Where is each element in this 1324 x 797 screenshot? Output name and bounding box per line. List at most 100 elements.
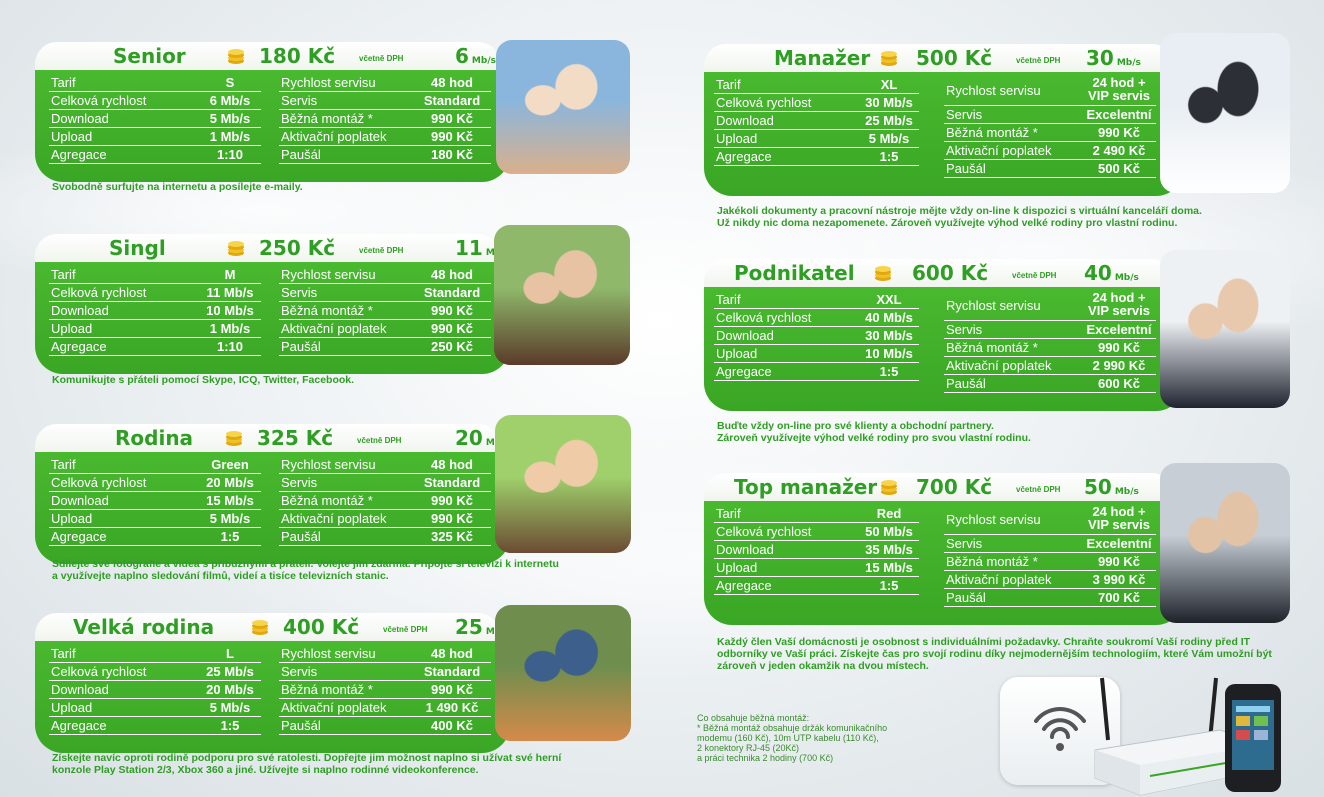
- row-label: Celková rychlost: [51, 93, 147, 108]
- table-row: Download 30 Mb/s: [714, 327, 919, 345]
- table-row: Agregace 1:5: [714, 148, 919, 166]
- table-row: Běžná montáž * 990 Kč: [944, 553, 1156, 571]
- coin-stack-icon-wrap: [880, 478, 898, 496]
- plan-price: 325 Kč: [257, 426, 334, 450]
- table-row: Celková rychlost 25 Mb/s: [49, 663, 261, 681]
- row-label: Běžná montáž *: [281, 111, 373, 126]
- plan-card: Manažer 500 Kč včetně DPH 30 Mb/s Tarif XL Celk…: [704, 44, 1304, 196]
- row-value: Red: [876, 506, 902, 521]
- table-row: Aktivační poplatek 990 Kč: [279, 510, 491, 528]
- row-value: 24 hod + VIP servis: [1088, 290, 1150, 318]
- speed-value: 25: [455, 615, 483, 639]
- row-value: 3 990 Kč: [1092, 572, 1146, 587]
- speed-value: 40: [1084, 261, 1112, 285]
- table-row: Tarif Green: [49, 456, 261, 474]
- row-value: 11 Mb/s: [206, 285, 254, 300]
- coin-stack-icon: [228, 49, 244, 64]
- row-label: Paušál: [281, 339, 321, 354]
- row-label: Tarif: [716, 506, 741, 521]
- row-label: Aktivační poplatek: [281, 321, 387, 336]
- plan-description: Jakékoli dokumenty a pracovní nástroje m…: [717, 205, 1202, 229]
- table-row: Upload 5 Mb/s: [49, 699, 261, 717]
- plan-header: Senior 180 Kč včetně DPH 6 Mb/s: [35, 42, 500, 70]
- row-value: 990 Kč: [431, 682, 473, 697]
- row-label: Rychlost servisu: [946, 83, 1041, 98]
- row-label: Aktivační poplatek: [281, 511, 387, 526]
- row-value: 1:10: [216, 147, 244, 162]
- table-row: Download 35 Mb/s: [714, 541, 919, 559]
- row-label: Rychlost servisu: [946, 298, 1041, 313]
- row-value: 500 Kč: [1098, 161, 1140, 176]
- row-value: S: [225, 75, 235, 90]
- plan-name: Senior: [113, 44, 186, 68]
- table-row: Celková rychlost 30 Mb/s: [714, 94, 919, 112]
- plan-speed: 30 Mb/s: [1086, 46, 1141, 70]
- table-row: Upload 5 Mb/s: [714, 130, 919, 148]
- row-label: Servis: [281, 475, 318, 490]
- row-value: 700 Kč: [1098, 590, 1140, 605]
- table-row: Paušál 325 Kč: [279, 528, 491, 546]
- row-value: 990 Kč: [1098, 554, 1140, 569]
- plan-price: 250 Kč: [259, 236, 336, 260]
- row-value: Green: [211, 457, 249, 472]
- table-row: Paušál 600 Kč: [944, 375, 1156, 393]
- vat-note: včetně DPH: [359, 246, 404, 255]
- row-label: Servis: [946, 107, 983, 122]
- table-row: Aktivační poplatek 2 990 Kč: [944, 357, 1156, 375]
- installation-footnote: Co obsahuje běžná montáž: * Běžná montáž…: [697, 713, 887, 763]
- row-label: Celková rychlost: [716, 95, 812, 110]
- row-label: Upload: [716, 346, 758, 361]
- coin-stack-icon: [881, 51, 897, 66]
- description-line: Buďte vždy on-line pro své klienty a obc…: [717, 420, 994, 432]
- row-label: Běžná montáž *: [946, 340, 1038, 355]
- row-value: 15 Mb/s: [865, 560, 913, 575]
- plan-description: Získejte navíc oproti rodině podporu pro…: [52, 752, 561, 776]
- row-label: Upload: [51, 129, 93, 144]
- row-value: 990 Kč: [431, 493, 473, 508]
- table-row: Agregace 1:5: [49, 528, 261, 546]
- coin-stack-icon: [881, 480, 897, 495]
- table-row: Běžná montáž * 990 Kč: [279, 492, 491, 510]
- speed-value: 20: [455, 426, 483, 450]
- row-label: Rychlost servisu: [946, 512, 1041, 527]
- row-value: 990 Kč: [431, 111, 473, 126]
- row-label: Upload: [716, 131, 758, 146]
- vat-note: včetně DPH: [1016, 56, 1061, 65]
- table-row: Tarif Red: [714, 505, 919, 523]
- plan-card: Podnikatel 600 Kč včetně DPH 40 Mb/s Tarif XXL…: [704, 259, 1304, 411]
- row-value: 5 Mb/s: [209, 700, 251, 715]
- table-row: Download 25 Mb/s: [714, 112, 919, 130]
- row-label: Agregace: [51, 718, 107, 733]
- plan-table: Tarif S Rychlost servisu 48 hod Celková rych…: [35, 70, 510, 182]
- plan-description: Sdílejte své fotografie a videa s příbuz…: [52, 558, 559, 582]
- table-row: Servis Standard: [279, 474, 491, 492]
- row-value: 40 Mb/s: [865, 310, 913, 325]
- table-row: Agregace 1:5: [714, 363, 919, 381]
- table-row: Agregace 1:10: [49, 146, 261, 164]
- row-label: Běžná montáž *: [281, 493, 373, 508]
- row-label: Upload: [51, 700, 93, 715]
- row-label: Paušál: [946, 161, 986, 176]
- row-label: Paušál: [281, 529, 321, 544]
- row-label: Servis: [281, 285, 318, 300]
- footnote-line: a práci technika 2 hodiny (700 Kč): [697, 753, 834, 763]
- row-label: Celková rychlost: [716, 524, 812, 539]
- row-label: Download: [51, 493, 109, 508]
- table-row: Rychlost servisu 48 hod: [279, 456, 491, 474]
- table-row: Rychlost servisu 48 hod: [279, 645, 491, 663]
- plan-card: Top manažer 700 Kč včetně DPH 50 Mb/s Tarif Re…: [704, 473, 1304, 625]
- row-value: Excelentní: [1086, 107, 1152, 122]
- row-label: Tarif: [716, 292, 741, 307]
- coin-stack-icon-wrap: [225, 429, 243, 447]
- plan-table: Tarif M Rychlost servisu 48 hod Celková rych…: [35, 262, 510, 374]
- row-value: 48 hod: [431, 75, 473, 90]
- row-label: Agregace: [716, 578, 772, 593]
- speed-unit: Mb/s: [1116, 58, 1141, 68]
- plan-header: Manažer 500 Kč včetně DPH 30 Mb/s: [704, 44, 1174, 72]
- row-label: Paušál: [281, 718, 321, 733]
- row-value: XL: [880, 77, 898, 92]
- table-row: Servis Standard: [279, 92, 491, 110]
